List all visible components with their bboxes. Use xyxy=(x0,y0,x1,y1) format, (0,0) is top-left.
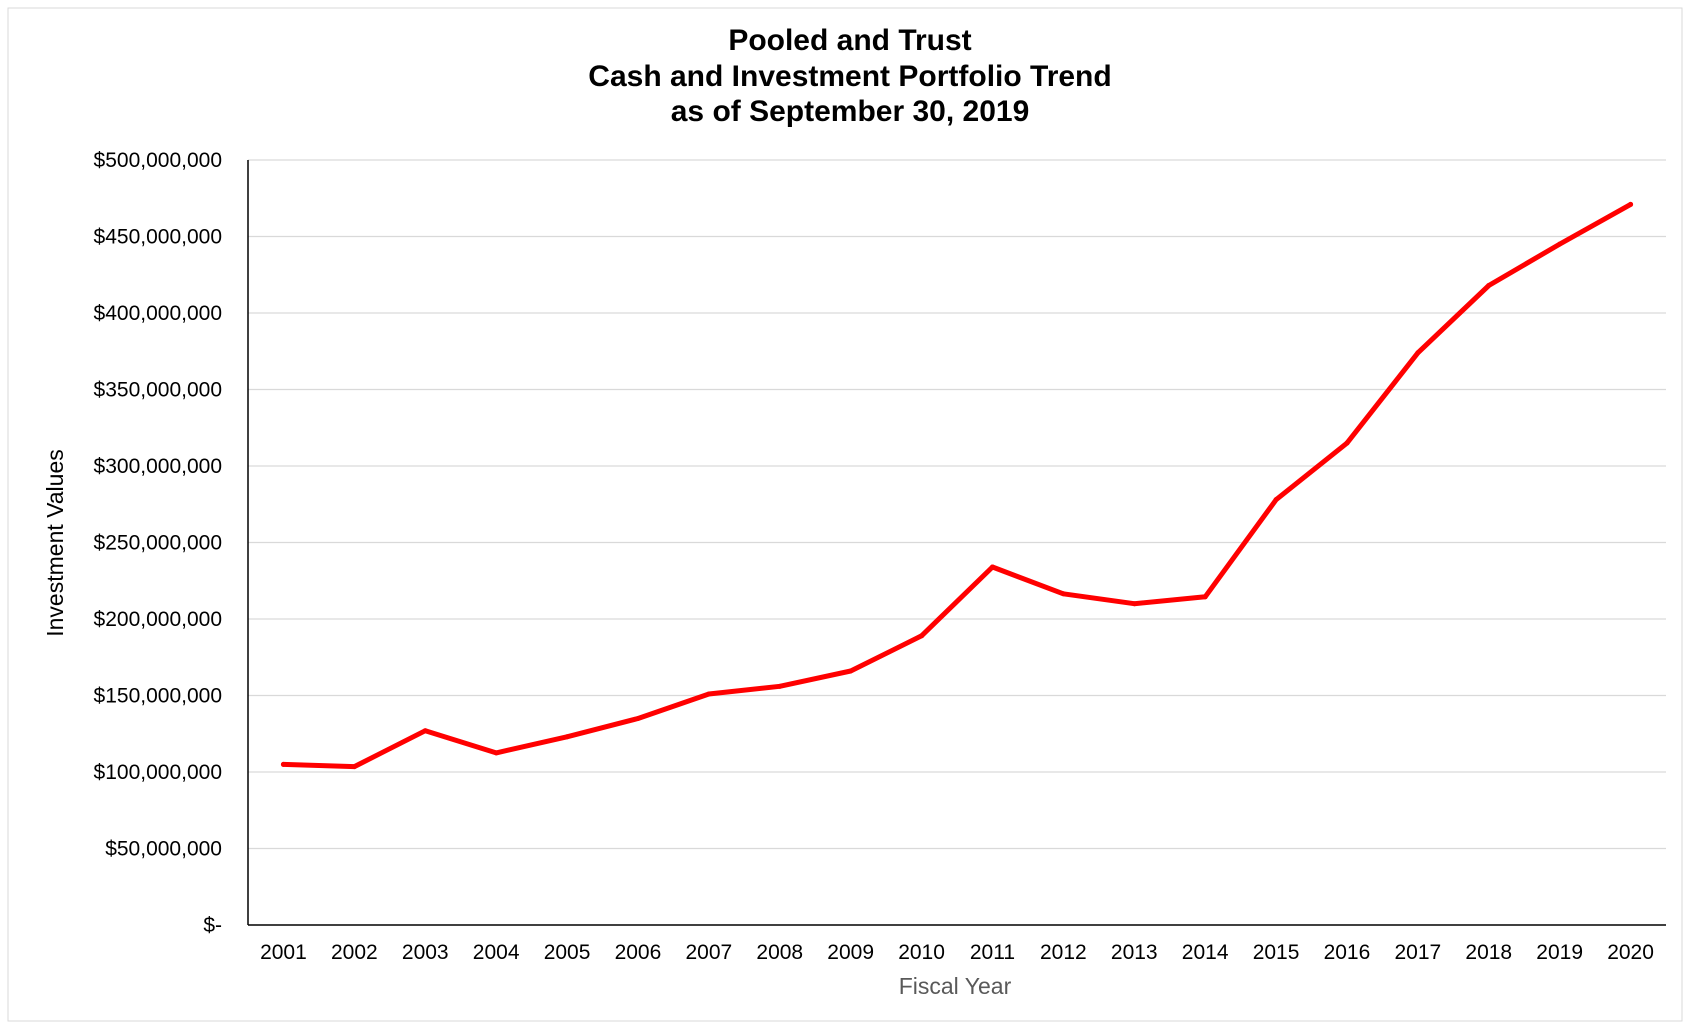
x-axis-label: Fiscal Year xyxy=(899,973,1012,999)
series-line-0 xyxy=(280,201,1634,770)
data-point-2008 xyxy=(777,683,783,689)
x-tick-label-2006: 2006 xyxy=(615,941,662,964)
x-tick-label-2020: 2020 xyxy=(1607,941,1654,964)
x-tick-label-2018: 2018 xyxy=(1465,941,1512,964)
x-tick-label-2015: 2015 xyxy=(1253,941,1300,964)
y-tick-label-8: $400,000,000 xyxy=(94,302,222,325)
data-point-2011 xyxy=(989,564,995,570)
x-axis-ticks: 2001 2002 2003 2004 2005 2006 2007 2008 2009 2010… xyxy=(260,941,1654,964)
data-point-2012 xyxy=(1060,591,1066,597)
data-point-2002 xyxy=(351,764,357,770)
gridlines xyxy=(248,159,1666,850)
y-tick-label-10: $500,000,000 xyxy=(94,149,222,172)
data-point-2015 xyxy=(1273,497,1279,503)
data-point-2019 xyxy=(1557,241,1563,247)
data-point-2009 xyxy=(848,668,854,674)
y-tick-label-9: $450,000,000 xyxy=(94,226,222,249)
chart-title-line-3: as of September 30, 2019 xyxy=(671,95,1030,128)
x-tick-label-2016: 2016 xyxy=(1324,941,1371,964)
x-tick-label-2005: 2005 xyxy=(544,941,591,964)
series-layer xyxy=(280,201,1634,770)
data-point-2016 xyxy=(1344,440,1350,446)
data-point-2007 xyxy=(706,691,712,697)
y-tick-label-0: $- xyxy=(203,914,222,937)
x-tick-label-2012: 2012 xyxy=(1040,941,1087,964)
x-tick-label-2014: 2014 xyxy=(1182,941,1229,964)
data-point-2018 xyxy=(1486,282,1492,288)
chart-title-line-1: Pooled and Trust xyxy=(728,24,971,57)
x-tick-label-2019: 2019 xyxy=(1536,941,1583,964)
x-tick-label-2013: 2013 xyxy=(1111,941,1158,964)
data-point-2001 xyxy=(280,761,286,767)
chart-frame xyxy=(7,7,1683,1022)
x-tick-label-2009: 2009 xyxy=(827,941,874,964)
data-point-2003 xyxy=(422,728,428,734)
x-tick-label-2017: 2017 xyxy=(1394,941,1441,964)
y-tick-label-4: $200,000,000 xyxy=(94,608,222,631)
data-point-2004 xyxy=(493,750,499,756)
data-point-2005 xyxy=(564,734,570,740)
data-point-2020 xyxy=(1628,201,1634,207)
x-tick-label-2010: 2010 xyxy=(898,941,945,964)
chart-title-line-2: Cash and Investment Portfolio Trend xyxy=(588,60,1111,93)
data-point-2006 xyxy=(635,715,641,721)
y-tick-label-2: $100,000,000 xyxy=(94,761,222,784)
y-axis-ticks: $- $50,000,000 $100,000,000 $150,000,000 $20… xyxy=(94,149,222,937)
data-point-2017 xyxy=(1415,350,1421,356)
y-tick-label-6: $300,000,000 xyxy=(94,455,222,478)
data-point-2010 xyxy=(919,633,925,639)
y-tick-label-7: $350,000,000 xyxy=(94,379,222,402)
x-tick-label-2002: 2002 xyxy=(331,941,378,964)
data-point-2013 xyxy=(1131,601,1137,607)
y-tick-label-1: $50,000,000 xyxy=(105,838,222,861)
data-point-2014 xyxy=(1202,594,1208,600)
x-tick-label-2011: 2011 xyxy=(970,941,1015,964)
y-tick-label-3: $150,000,000 xyxy=(94,685,222,708)
x-tick-label-2001: 2001 xyxy=(260,941,307,964)
x-tick-label-2004: 2004 xyxy=(473,941,520,964)
y-tick-label-5: $250,000,000 xyxy=(94,532,222,555)
x-tick-label-2003: 2003 xyxy=(402,941,449,964)
x-tick-label-2008: 2008 xyxy=(756,941,803,964)
x-tick-label-2007: 2007 xyxy=(685,941,732,964)
y-axis-label: Investment Values xyxy=(42,449,68,637)
